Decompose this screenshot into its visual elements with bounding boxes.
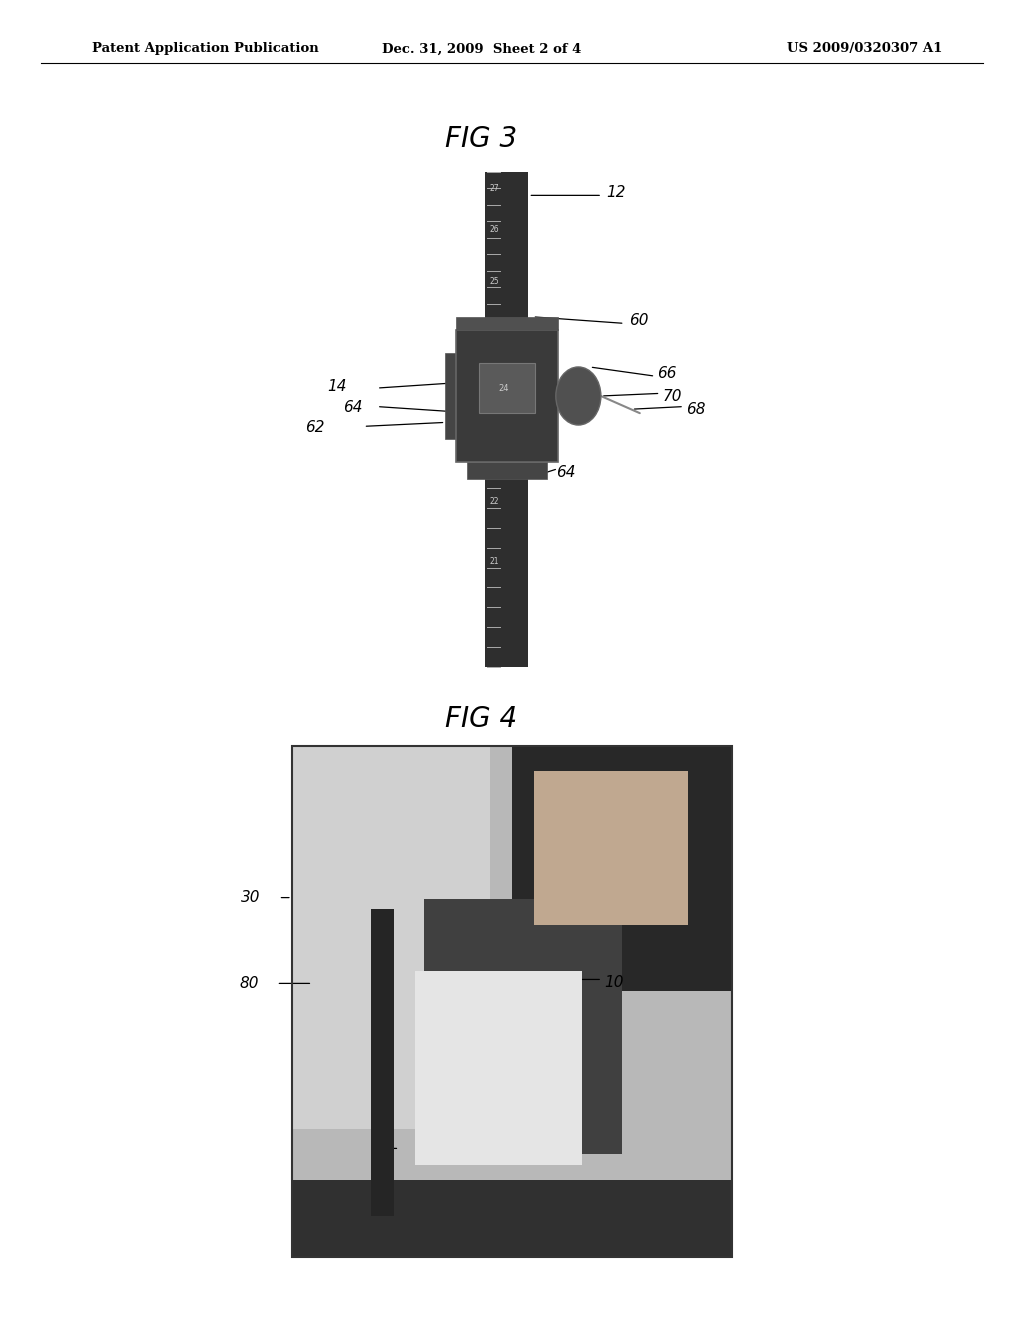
Text: 70: 70: [663, 388, 682, 404]
Bar: [445, 354, 456, 438]
Text: 64: 64: [343, 400, 362, 416]
Bar: [456, 330, 558, 462]
Bar: [535, 771, 688, 924]
Text: 10: 10: [604, 974, 624, 990]
Text: 12: 12: [606, 185, 626, 201]
Bar: [456, 317, 558, 330]
Text: 22: 22: [489, 498, 499, 506]
Bar: [371, 909, 393, 1216]
Text: Patent Application Publication: Patent Application Publication: [92, 42, 318, 55]
Bar: [478, 363, 535, 413]
Text: US 2009/0320307 A1: US 2009/0320307 A1: [786, 42, 942, 55]
Bar: [292, 746, 732, 1257]
Bar: [485, 172, 528, 337]
Bar: [415, 970, 583, 1164]
Bar: [512, 746, 732, 991]
Text: 24: 24: [499, 384, 509, 392]
Bar: [424, 899, 622, 1155]
Text: 12: 12: [372, 1143, 391, 1159]
Text: 25: 25: [489, 277, 499, 285]
Text: 26: 26: [489, 226, 499, 234]
Text: FIG 3: FIG 3: [445, 124, 517, 153]
Text: 21: 21: [489, 557, 499, 565]
Bar: [467, 462, 547, 479]
Text: 62: 62: [305, 420, 325, 436]
Text: FIG 4: FIG 4: [445, 705, 517, 734]
Text: 80: 80: [240, 975, 259, 991]
Text: 60: 60: [629, 313, 648, 329]
Bar: [485, 469, 528, 667]
Text: 30: 30: [575, 791, 595, 807]
Text: Dec. 31, 2009  Sheet 2 of 4: Dec. 31, 2009 Sheet 2 of 4: [382, 42, 581, 55]
Bar: [292, 746, 489, 1129]
Text: 27: 27: [489, 185, 499, 193]
Text: 14: 14: [328, 379, 347, 395]
Text: 30: 30: [241, 890, 260, 906]
Text: 68: 68: [686, 401, 706, 417]
Bar: [292, 746, 732, 1257]
Text: 66: 66: [657, 366, 677, 381]
Circle shape: [556, 367, 601, 425]
Bar: [292, 1180, 732, 1257]
Text: 64: 64: [556, 465, 575, 480]
